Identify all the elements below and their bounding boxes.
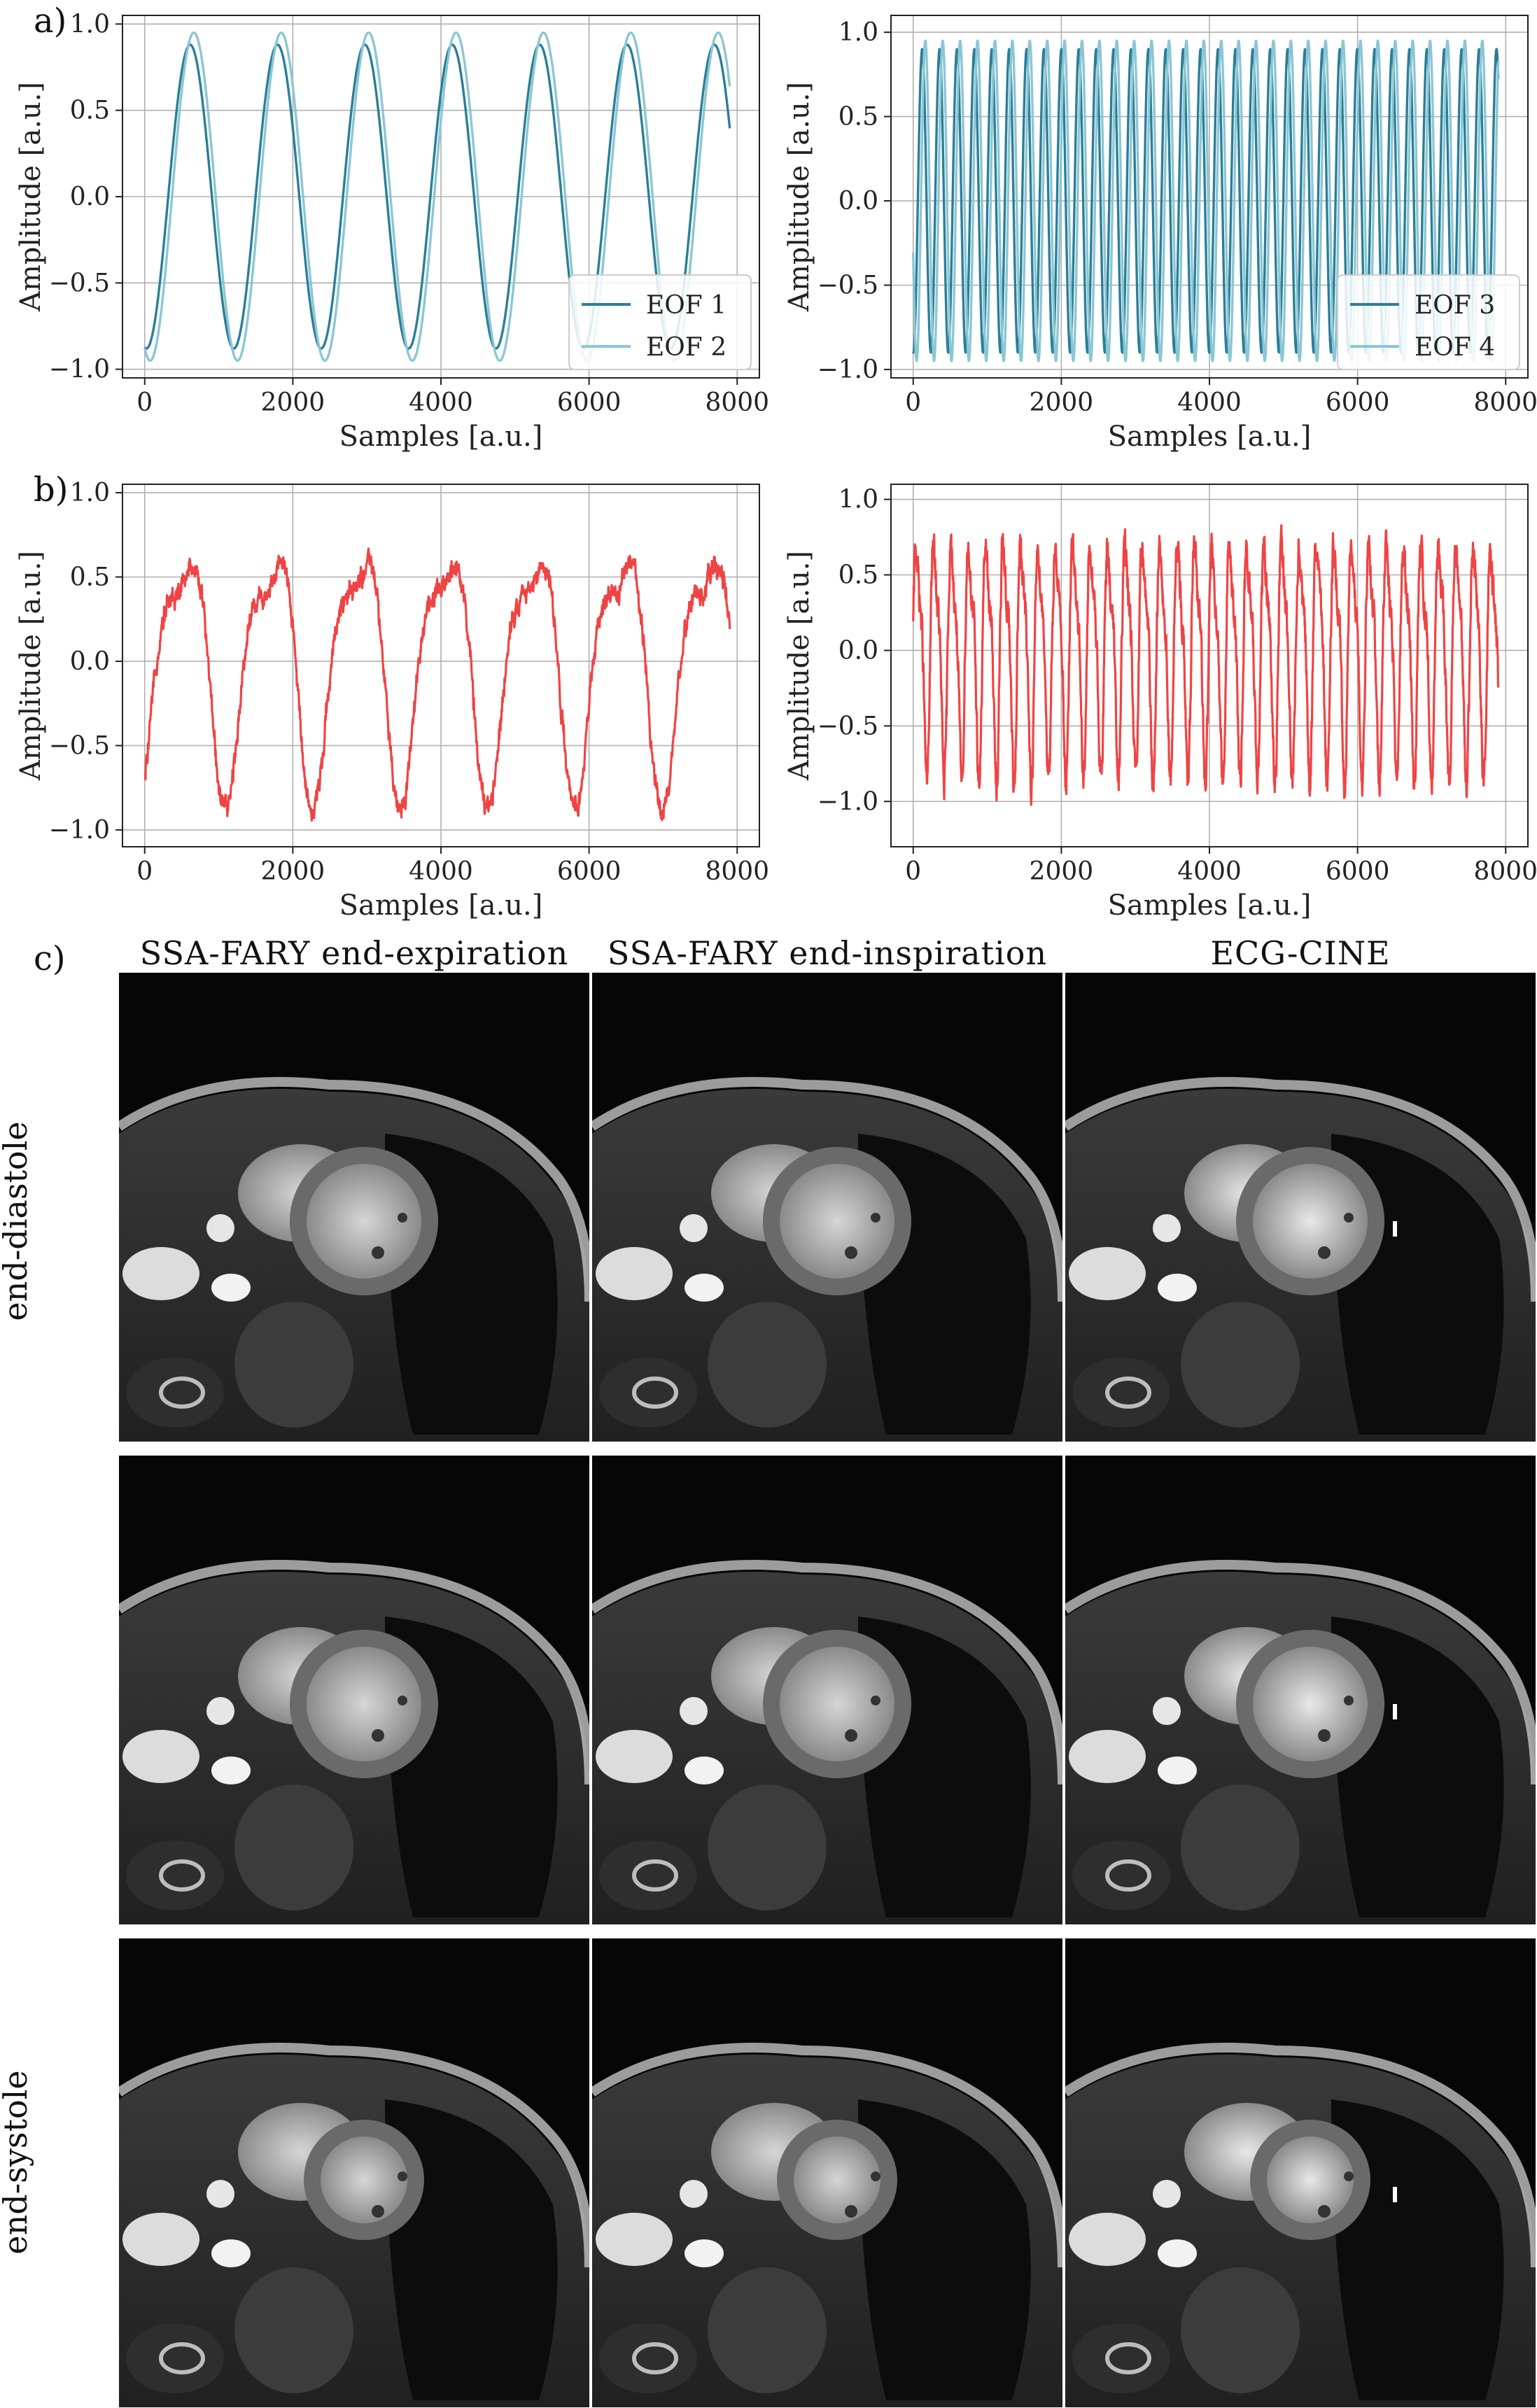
plot-signal-left: 0 2000 4000 6000 8000 −1.0 −0.5 0.0 0.5 1.0 Sample… — [15, 479, 769, 922]
mri-tile — [119, 1456, 589, 1924]
y-tick-label: 0.0 — [70, 183, 110, 211]
y-tick-label: −1.0 — [817, 355, 878, 384]
col-title-end-inspiration: SSA-FARY end-inspiration — [607, 934, 1048, 972]
panel-label-b: b) — [34, 470, 69, 509]
y-tick-label: −1.0 — [49, 816, 110, 845]
x-tick-label: 6000 — [1326, 857, 1390, 886]
y-tick-label: 0.0 — [70, 647, 110, 676]
plot-eof-1-2: 0 2000 4000 6000 8000 −1.0 −0.5 0.0 0.5 1.0 Sample… — [15, 10, 769, 453]
plot-eof-3-4: 0 2000 4000 6000 8000 −1.0 −0.5 0.0 0.5 1.0 Sample… — [783, 15, 1537, 453]
x-tick-label: 0 — [905, 388, 921, 417]
row-label-end-diastole: end-diastole — [0, 1121, 34, 1321]
series-line-signal — [143, 547, 731, 822]
legend-label: EOF 3 — [1415, 291, 1495, 320]
y-tick-label: 1.0 — [70, 479, 110, 507]
y-tick-label: 0.0 — [838, 636, 878, 665]
x-tick-label: 2000 — [1030, 857, 1094, 886]
y-tick-label: 1.0 — [70, 10, 110, 38]
x-tick-label: 4000 — [1177, 388, 1242, 417]
y-tick-label: 0.5 — [70, 97, 110, 125]
x-tick-label: 8000 — [705, 857, 769, 886]
x-tick-label: 6000 — [557, 388, 622, 417]
y-tick-label: −0.5 — [817, 271, 878, 300]
x-axis-label: Samples [a.u.] — [339, 421, 543, 453]
x-axis-label: Samples [a.u.] — [339, 889, 543, 922]
x-tick-label: 4000 — [409, 388, 473, 417]
x-tick-label: 2000 — [261, 857, 325, 886]
series-line-eof-2 — [143, 31, 731, 362]
panel-label-c: c) — [34, 939, 66, 978]
legend-label: EOF 4 — [1415, 333, 1495, 362]
mri-tile — [1065, 1938, 1536, 2407]
series-line-eof-1 — [143, 43, 731, 350]
panel-label-a: a) — [34, 1, 67, 41]
x-tick-label: 0 — [136, 388, 153, 417]
plot-signal-right: 0 2000 4000 6000 8000 −1.0 −0.5 0.0 0.5 1.0 Sample… — [783, 484, 1537, 922]
y-axis-label: Amplitude [a.u.] — [783, 551, 815, 781]
y-tick-label: 0.5 — [70, 563, 110, 592]
y-tick-label: 0.5 — [838, 561, 878, 590]
mri-tile — [592, 1938, 1062, 2407]
x-tick-label: 2000 — [261, 388, 325, 417]
y-tick-label: −0.5 — [49, 269, 110, 297]
x-tick-label: 4000 — [409, 857, 473, 886]
row-label-end-systole: end-systole — [0, 2070, 34, 2255]
x-tick-label: 6000 — [557, 857, 622, 886]
mri-tile — [1065, 1456, 1536, 1924]
col-title-ecg-cine: ECG-CINE — [1210, 934, 1391, 972]
x-tick-label: 0 — [136, 857, 153, 886]
y-tick-label: −1.0 — [817, 787, 878, 816]
col-title-end-expiration: SSA-FARY end-expiration — [139, 934, 569, 972]
x-tick-label: 6000 — [1326, 388, 1390, 417]
x-axis-label: Samples [a.u.] — [1108, 889, 1312, 922]
x-axis-label: Samples [a.u.] — [1108, 421, 1312, 453]
x-tick-label: 4000 — [1177, 857, 1242, 886]
mri-tile — [592, 973, 1062, 1442]
mri-tile — [119, 973, 589, 1442]
y-tick-label: 1.0 — [838, 486, 878, 514]
x-tick-label: 8000 — [705, 388, 769, 417]
mri-tile — [1065, 973, 1536, 1442]
legend-label: EOF 2 — [646, 333, 727, 362]
y-axis-label: Amplitude [a.u.] — [15, 551, 47, 781]
legend-label: EOF 1 — [646, 291, 727, 320]
x-tick-label: 2000 — [1030, 388, 1094, 417]
series-line-signal — [912, 524, 1500, 806]
y-tick-label: 0.5 — [838, 103, 878, 132]
series-line-eof-4 — [912, 39, 1500, 362]
y-axis-label: Amplitude [a.u.] — [15, 82, 47, 312]
mri-tile — [119, 1938, 589, 2407]
y-tick-label: −0.5 — [49, 731, 110, 760]
y-tick-label: 1.0 — [838, 18, 878, 47]
mri-tile — [592, 1456, 1062, 1924]
x-tick-label: 8000 — [1473, 388, 1537, 417]
y-tick-label: −0.5 — [817, 712, 878, 740]
x-tick-label: 8000 — [1473, 857, 1537, 886]
y-tick-label: 0.0 — [838, 187, 878, 216]
x-tick-label: 0 — [905, 857, 921, 886]
y-axis-label: Amplitude [a.u.] — [783, 82, 815, 312]
y-tick-label: −1.0 — [49, 355, 110, 384]
